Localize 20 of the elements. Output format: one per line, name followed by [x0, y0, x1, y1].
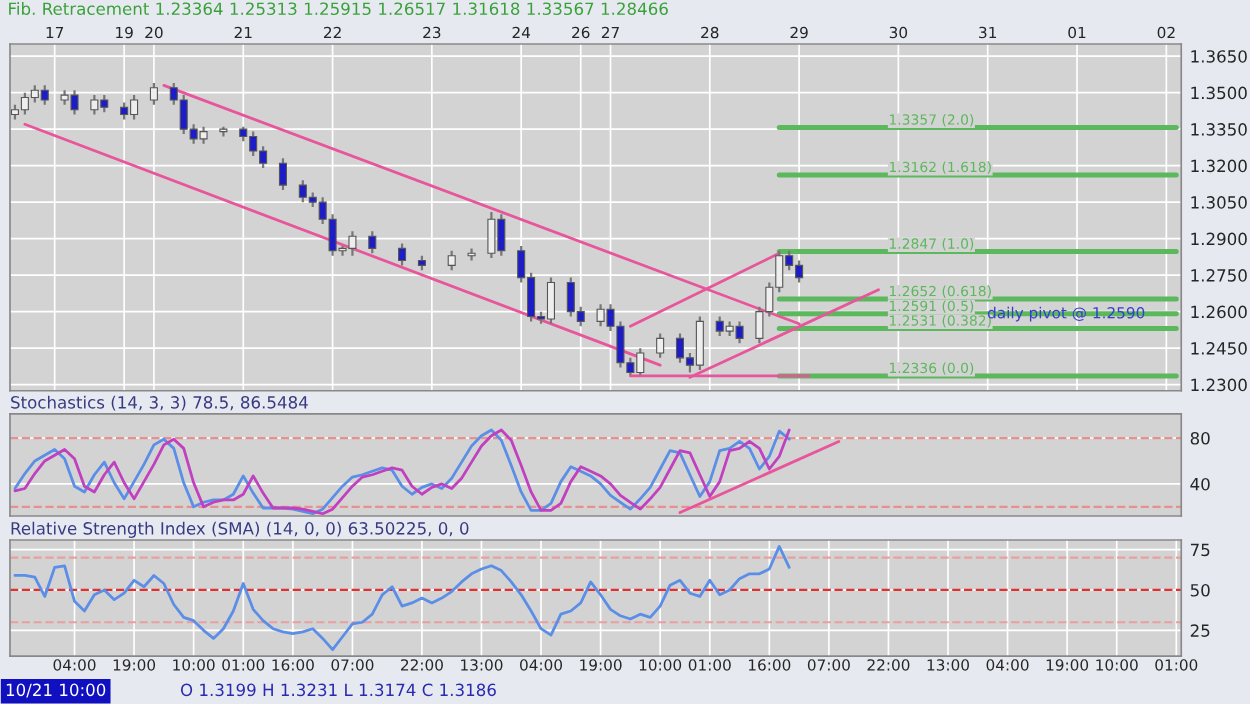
y-tick-label: 1.2600 [1191, 305, 1247, 319]
y-tick-label: 75 [1190, 543, 1210, 557]
y-tick-label: 1.2450 [1191, 342, 1247, 355]
y-tick-label: 1.3500 [1191, 86, 1247, 100]
y-tick-label: 80 [1190, 432, 1210, 445]
y-tick-label: 1.2300 [1191, 378, 1247, 392]
y-tick-label: 1.2750 [1191, 269, 1247, 282]
chart-title: Stochastics (14, 3, 3) 78.5, 86.5484 [11, 395, 308, 411]
y-tick-label: 1.3050 [1191, 196, 1247, 209]
chart-title: Relative Strength Index (SMA) (14, 0, 0) 63.50225, 0, 0 [11, 521, 469, 538]
text: O 1.3199 H 1.3231 L 1.3174 C 1.3186 [180, 683, 496, 697]
y-tick-label: 1.3650 [1191, 50, 1247, 63]
y-tick-label: 1.3200 [1191, 159, 1247, 173]
text: 10/21 10:00 [6, 683, 106, 698]
y-tick-label: 40 [1190, 477, 1210, 491]
y-tick-label: 1.2900 [1191, 232, 1247, 246]
y-tick-label: 25 [1190, 624, 1210, 637]
chart-title: Fib. Retracement 1.23364 1.25313 1.25915 1.26517 1.31618 1.33567 1.28466 [9, 2, 668, 16]
y-tick-label: 50 [1190, 583, 1210, 597]
y-tick-label: 1.3350 [1191, 123, 1247, 136]
